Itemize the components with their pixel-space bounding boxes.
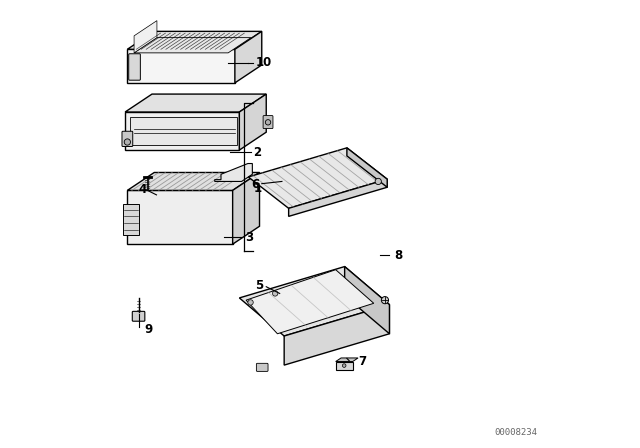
Polygon shape — [235, 31, 262, 83]
Text: 5: 5 — [255, 279, 264, 292]
Circle shape — [124, 139, 131, 145]
Polygon shape — [233, 172, 260, 244]
Polygon shape — [246, 270, 374, 334]
Polygon shape — [239, 267, 389, 336]
Text: 4: 4 — [139, 183, 147, 196]
Text: 8: 8 — [394, 249, 403, 262]
Circle shape — [248, 300, 253, 305]
Text: 9: 9 — [145, 323, 153, 336]
Polygon shape — [134, 21, 157, 53]
Polygon shape — [125, 94, 266, 112]
Polygon shape — [131, 117, 237, 145]
Polygon shape — [127, 190, 233, 244]
Polygon shape — [215, 164, 252, 181]
Polygon shape — [289, 179, 387, 216]
FancyBboxPatch shape — [263, 116, 273, 129]
Polygon shape — [125, 112, 239, 150]
Bar — [123, 204, 139, 235]
Text: 00008234: 00008234 — [494, 428, 538, 437]
Polygon shape — [239, 94, 266, 150]
Polygon shape — [336, 358, 358, 362]
Text: 7: 7 — [358, 355, 367, 368]
FancyBboxPatch shape — [129, 54, 140, 80]
Polygon shape — [127, 31, 262, 49]
Circle shape — [375, 178, 381, 185]
Circle shape — [342, 364, 346, 367]
Circle shape — [266, 120, 271, 125]
Text: 3: 3 — [245, 231, 253, 244]
Circle shape — [273, 291, 278, 296]
Polygon shape — [248, 148, 387, 208]
Text: 1: 1 — [253, 181, 261, 195]
Polygon shape — [284, 305, 389, 365]
Text: 2: 2 — [253, 146, 261, 159]
Text: 6: 6 — [251, 178, 259, 191]
Circle shape — [381, 297, 388, 304]
FancyBboxPatch shape — [257, 363, 268, 371]
Polygon shape — [347, 148, 387, 187]
FancyBboxPatch shape — [122, 131, 132, 146]
Polygon shape — [127, 49, 235, 83]
Polygon shape — [336, 362, 353, 370]
FancyBboxPatch shape — [132, 311, 145, 321]
Polygon shape — [344, 267, 389, 334]
Polygon shape — [127, 172, 260, 190]
Polygon shape — [134, 38, 251, 53]
Text: 10: 10 — [256, 56, 272, 69]
